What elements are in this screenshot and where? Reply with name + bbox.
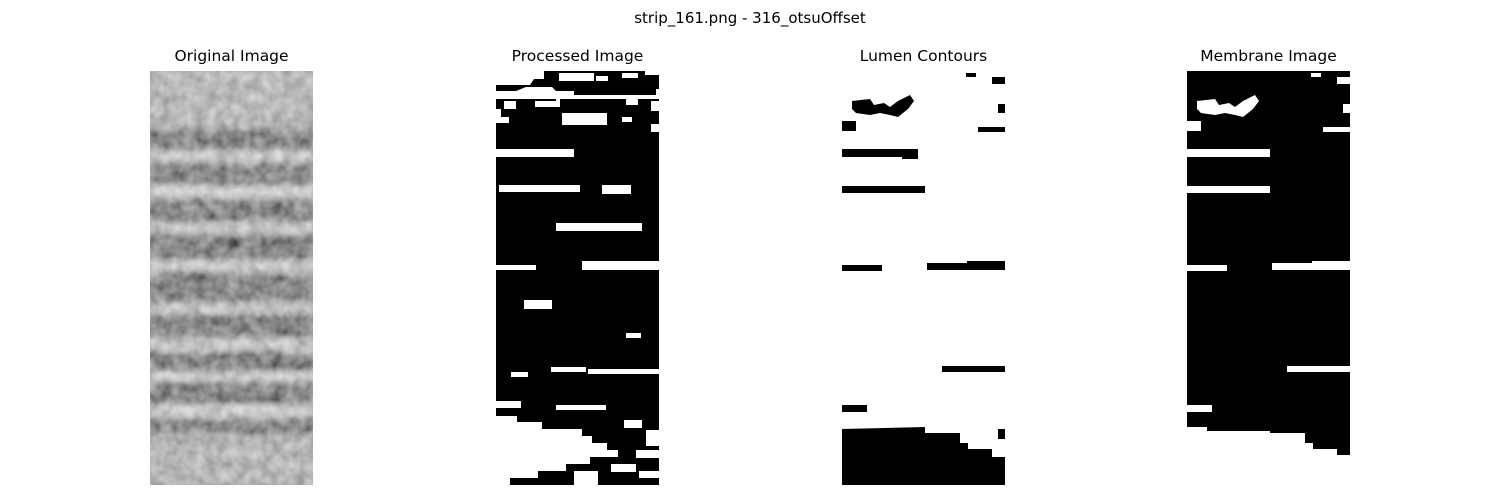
panel-lumen-contours: Lumen Contours [842, 45, 1005, 485]
original-image [150, 71, 313, 485]
membrane-image [1187, 71, 1350, 485]
processed-image [496, 71, 659, 485]
panel-title: Membrane Image [1200, 47, 1337, 65]
panel-title: Lumen Contours [859, 47, 988, 65]
panel-membrane-image: Membrane Image [1187, 45, 1350, 485]
lumen-contours-image [842, 71, 1005, 485]
figure-title: strip_161.png - 316_otsuOffset [634, 9, 866, 27]
panel-original-image: Original Image [150, 45, 313, 485]
panel-title: Original Image [174, 47, 289, 65]
panel-processed-image: Processed Image [496, 45, 659, 485]
panel-title: Processed Image [511, 47, 644, 65]
